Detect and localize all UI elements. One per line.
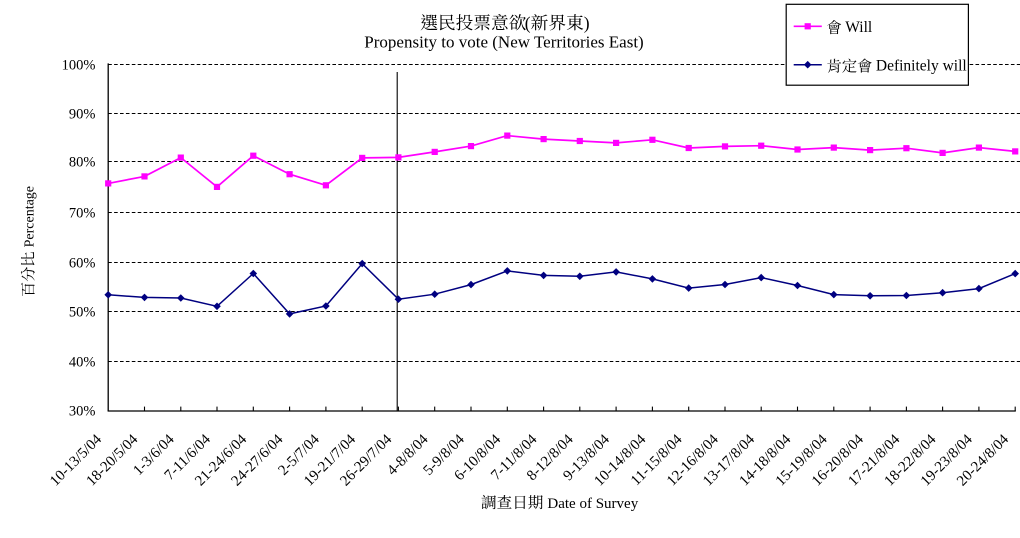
svg-text:100%: 100% (62, 58, 96, 74)
svg-text:(: ( (525, 13, 531, 33)
svg-text:Propensity to vote (New Territ: Propensity to vote (New Territories East… (364, 33, 643, 52)
svg-text:): ) (584, 13, 590, 33)
svg-text:50%: 50% (69, 305, 96, 321)
svg-text:30%: 30% (69, 404, 96, 420)
svg-text:60%: 60% (69, 256, 96, 272)
svg-text:70%: 70% (69, 206, 96, 222)
svg-text:40%: 40% (69, 355, 96, 371)
svg-text:90%: 90% (69, 107, 96, 123)
svg-text:80%: 80% (69, 155, 96, 171)
svg-text:Percentage: Percentage (23, 186, 38, 247)
svg-text:Will: Will (845, 19, 872, 36)
svg-text:Date of Survey: Date of Survey (547, 496, 638, 512)
svg-text:Definitely will: Definitely will (876, 58, 967, 75)
